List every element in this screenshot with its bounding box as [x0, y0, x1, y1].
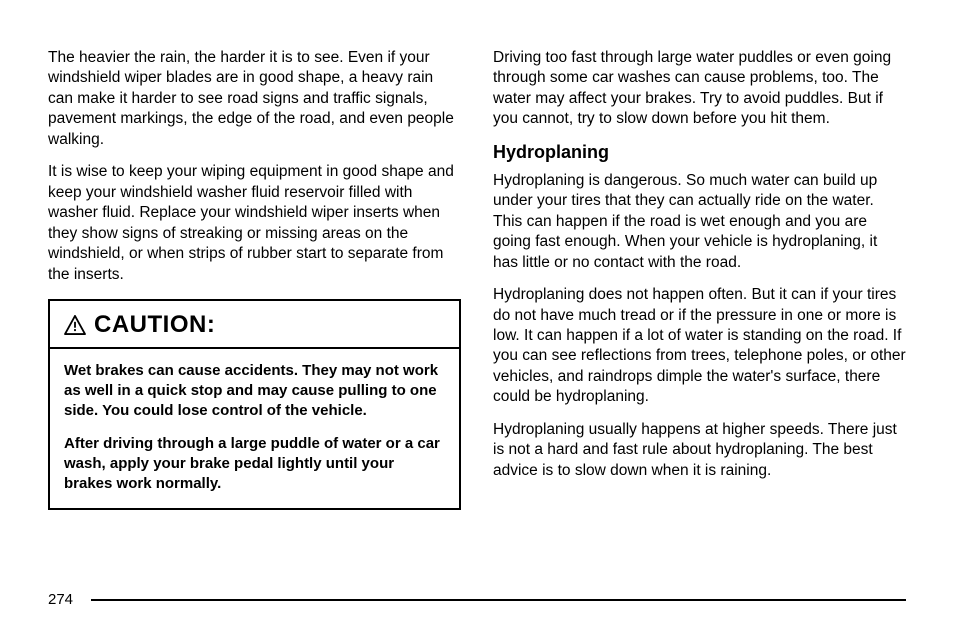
- caution-paragraph: Wet brakes can cause accidents. They may…: [64, 361, 445, 422]
- paragraph: Hydroplaning usually happens at higher s…: [493, 420, 906, 481]
- page-footer: 274: [48, 591, 906, 608]
- caution-header: CAUTION:: [50, 301, 459, 347]
- paragraph: Driving too fast through large water pud…: [493, 48, 906, 130]
- footer-rule: [91, 599, 906, 601]
- section-heading: Hydroplaning: [493, 142, 906, 163]
- left-column: The heavier the rain, the harder it is t…: [48, 48, 461, 510]
- right-column: Driving too fast through large water pud…: [493, 48, 906, 510]
- caution-title: CAUTION:: [94, 311, 215, 339]
- paragraph: It is wise to keep your wiping equipment…: [48, 162, 461, 285]
- caution-body: Wet brakes can cause accidents. They may…: [50, 349, 459, 509]
- caution-box: CAUTION: Wet brakes can cause accidents.…: [48, 299, 461, 511]
- paragraph: Hydroplaning does not happen often. But …: [493, 285, 906, 408]
- paragraph: The heavier the rain, the harder it is t…: [48, 48, 461, 150]
- page-number: 274: [48, 591, 73, 608]
- caution-paragraph: After driving through a large puddle of …: [64, 434, 445, 495]
- warning-triangle-icon: [64, 315, 86, 335]
- paragraph: Hydroplaning is dangerous. So much water…: [493, 171, 906, 273]
